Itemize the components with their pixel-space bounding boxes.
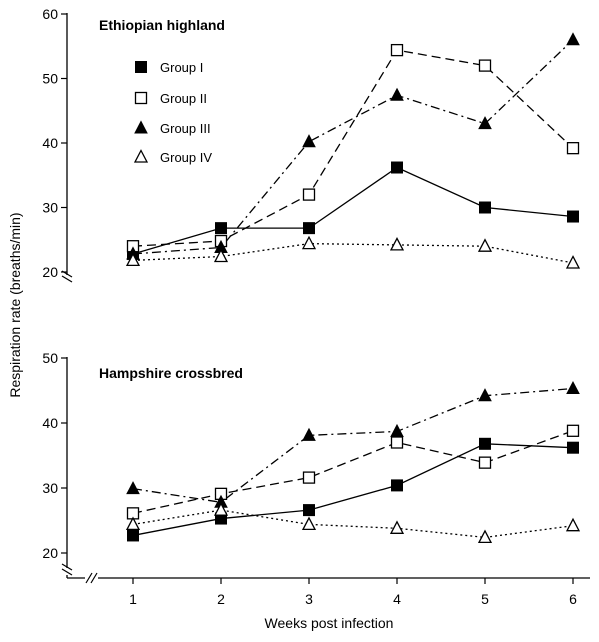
data-point <box>390 43 404 57</box>
data-point <box>301 516 317 531</box>
y-tick-label: 20 <box>42 264 58 280</box>
legend-marker <box>134 91 148 105</box>
data-point <box>302 134 316 148</box>
data-point <box>478 456 492 469</box>
y-tick-label: 30 <box>42 480 58 496</box>
x-tick-label: 6 <box>569 591 577 607</box>
panel-hampshire-crossbred: 1 2 3 4 5 6 20 30 40 50 Hampshire crossbred <box>42 350 590 607</box>
data-point <box>126 481 140 495</box>
series-line-group-iv <box>132 242 574 264</box>
data-point <box>479 201 491 214</box>
data-point <box>125 516 141 531</box>
data-point <box>477 238 493 252</box>
data-point <box>390 423 404 437</box>
legend-marker <box>134 120 148 134</box>
y-tick-label: 50 <box>42 71 58 87</box>
series-line-group-iv <box>132 509 574 539</box>
axis-break-mark <box>61 275 73 283</box>
data-point <box>213 502 229 516</box>
x-tick-label: 2 <box>217 591 225 607</box>
data-point <box>127 529 139 542</box>
data-point <box>565 255 581 269</box>
data-point <box>389 520 405 534</box>
x-tick-label: 5 <box>481 591 489 607</box>
series-line-group-ii <box>132 49 574 247</box>
y-tick-label: 50 <box>42 350 58 366</box>
data-point <box>479 437 491 450</box>
data-point <box>302 471 316 484</box>
data-point <box>390 87 404 101</box>
series-line-group-iii <box>132 39 574 255</box>
legend-label: Group II <box>160 91 207 106</box>
y-tick-label: 20 <box>42 545 58 561</box>
axis-break-mark <box>61 568 73 576</box>
data-point <box>567 210 579 223</box>
data-point <box>391 479 403 492</box>
data-point <box>566 380 580 395</box>
data-point <box>566 424 580 437</box>
data-point <box>391 161 403 174</box>
y-tick-label: 40 <box>42 415 58 431</box>
legend-label: Group I <box>160 60 203 75</box>
series-line-group-ii <box>132 430 574 514</box>
axis-break-mark <box>90 572 98 584</box>
series-line-group-i <box>132 443 574 537</box>
x-axis-label: Weeks post infection <box>265 615 394 631</box>
data-point <box>301 235 317 250</box>
data-point <box>390 436 404 449</box>
data-point <box>302 427 316 441</box>
y-tick-label: 60 <box>42 6 58 22</box>
data-point <box>213 248 229 263</box>
data-point <box>478 388 492 402</box>
data-point <box>566 142 580 155</box>
legend: Group I Group II Group III Group IV <box>133 60 212 165</box>
x-tick-label: 1 <box>129 591 137 607</box>
data-point <box>389 237 405 251</box>
data-point <box>478 59 492 72</box>
data-point <box>478 116 492 130</box>
axis-break-mark <box>85 572 93 584</box>
data-point <box>215 222 227 235</box>
data-point <box>565 517 581 532</box>
axis-break-mark <box>61 563 73 571</box>
data-point <box>567 441 579 454</box>
y-axis-label: Respiration rate (breaths/min) <box>7 212 23 397</box>
x-tick-label: 3 <box>305 591 313 607</box>
legend-marker <box>135 61 147 73</box>
legend-marker <box>133 149 149 163</box>
legend-label: Group IV <box>160 150 212 165</box>
series-line-group-i <box>132 166 574 255</box>
legend-label: Group III <box>160 121 211 136</box>
y-tick-label: 30 <box>42 200 58 216</box>
data-point <box>302 188 316 201</box>
panel-title: Hampshire crossbred <box>99 365 243 381</box>
y-tick-label: 40 <box>42 135 58 151</box>
data-point <box>125 252 141 267</box>
data-point <box>303 222 315 235</box>
data-point <box>566 32 580 46</box>
data-point <box>303 504 315 517</box>
data-point <box>477 529 493 544</box>
panel-title: Ethiopian highland <box>99 17 225 33</box>
x-tick-label: 4 <box>393 591 401 607</box>
